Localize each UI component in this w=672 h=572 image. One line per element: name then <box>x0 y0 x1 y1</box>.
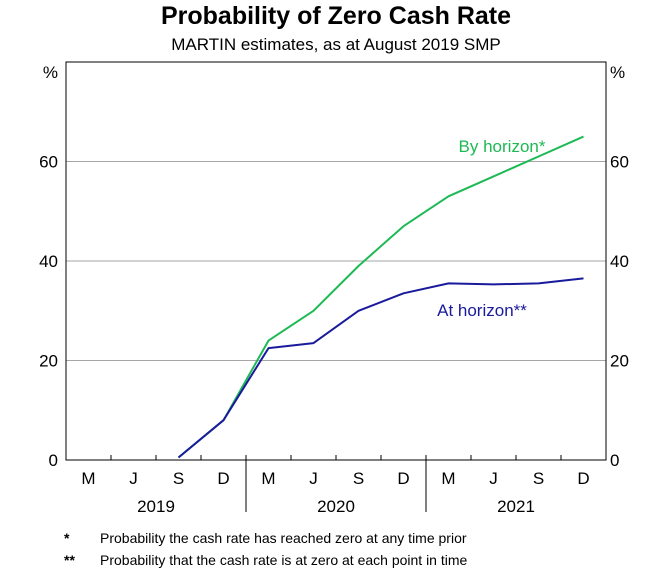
x-tick-label: S <box>353 469 364 488</box>
footnote-mark: * <box>64 530 70 546</box>
y-tick-label-left: 40 <box>39 252 58 271</box>
y-tick-label-left: 60 <box>39 153 58 172</box>
x-tick-label: D <box>217 469 229 488</box>
x-tick-label: M <box>81 469 95 488</box>
x-year-label: 2021 <box>497 497 535 516</box>
footnote-text: Probability that the cash rate is at zer… <box>100 552 468 568</box>
x-tick-label: M <box>261 469 275 488</box>
y-tick-label-right: 0 <box>610 451 619 470</box>
chart-subtitle: MARTIN estimates, as at August 2019 SMP <box>171 35 501 54</box>
x-tick-label: D <box>577 469 589 488</box>
y-tick-label-right: 40 <box>610 252 629 271</box>
y-tick-label-left: 20 <box>39 352 58 371</box>
x-tick-label: S <box>533 469 544 488</box>
y-unit-right: % <box>610 63 625 82</box>
x-tick-label: S <box>173 469 184 488</box>
series-line-by-horizon <box>177 135 584 459</box>
x-tick-label: M <box>441 469 455 488</box>
x-tick-label: D <box>397 469 409 488</box>
y-tick-label-right: 60 <box>610 153 629 172</box>
series-line-at-horizon <box>177 277 584 459</box>
footnote-mark: ** <box>64 552 75 568</box>
y-tick-label-right: 20 <box>610 352 629 371</box>
series-label-at-horizon: At horizon** <box>437 301 527 320</box>
x-year-label: 2019 <box>137 497 175 516</box>
series-label-by-horizon: By horizon* <box>459 137 546 156</box>
x-tick-label: J <box>489 469 498 488</box>
chart-title: Probability of Zero Cash Rate <box>160 2 512 30</box>
y-unit-left: % <box>43 63 58 82</box>
footnote-text: Probability the cash rate has reached ze… <box>100 530 467 546</box>
y-tick-label-left: 0 <box>49 451 58 470</box>
x-tick-label: J <box>309 469 318 488</box>
x-tick-label: J <box>129 469 138 488</box>
x-year-label: 2020 <box>317 497 355 516</box>
